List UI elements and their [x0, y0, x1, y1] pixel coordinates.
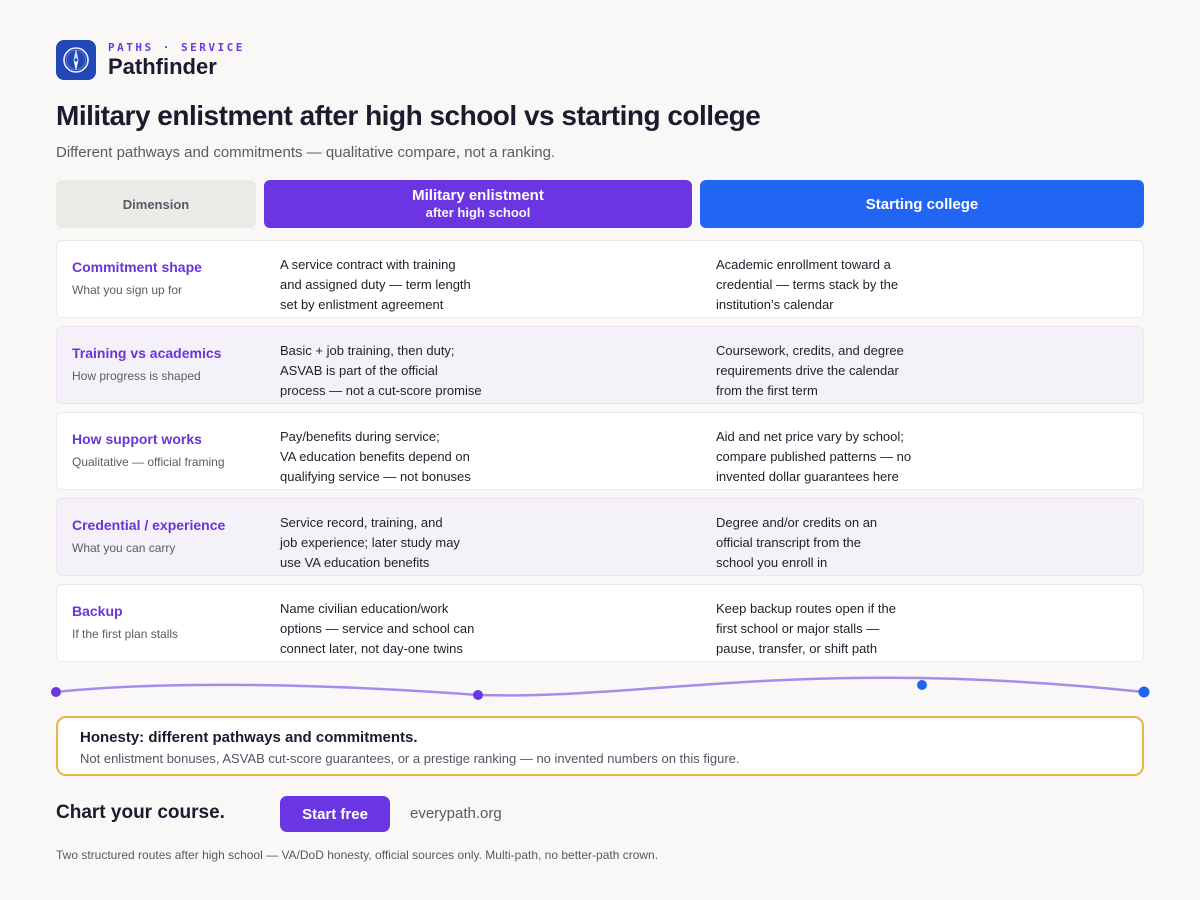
column-header-dimension-label: Dimension — [122, 196, 190, 212]
row-dimension-subtitle: Qualitative — official framing — [72, 455, 225, 469]
table-row-how-support-works: How support works Qualitative — official… — [56, 412, 1144, 490]
row-military-cell: Service record, training, and job experi… — [280, 515, 460, 570]
honesty-callout: Honesty: different pathways and commitme… — [56, 716, 1144, 776]
row-dimension-subtitle: What you can carry — [72, 541, 176, 555]
brand-name: Pathfinder — [108, 54, 217, 79]
table-row-credential-experience: Credential / experience What you can car… — [56, 498, 1144, 576]
row-dimension-subtitle: How progress is shaped — [72, 369, 201, 383]
row-military-cell: Pay/benefits during service; VA educatio… — [280, 429, 471, 484]
row-military-cell: A service contract with training and ass… — [280, 257, 471, 312]
row-college-cell: Aid and net price vary by school; compar… — [716, 429, 912, 484]
page-title: Military enlistment after high school vs… — [56, 100, 761, 131]
row-military-cell: Basic + job training, then duty; ASVAB i… — [280, 343, 482, 398]
row-dimension-title: How support works — [72, 431, 202, 447]
row-college-cell: Coursework, credits, and degree requirem… — [716, 343, 904, 398]
brand: PATHS · SERVICE Pathfinder — [56, 40, 245, 80]
row-dimension-title: Backup — [72, 603, 123, 619]
column-header-college-label: Starting college — [865, 195, 979, 213]
cta-headline: Chart your course. — [56, 802, 225, 823]
start-free-button[interactable]: Start free — [280, 796, 390, 832]
column-header-college: Starting college — [700, 180, 1144, 228]
row-dimension-subtitle: What you sign up for — [72, 283, 183, 297]
table-row-training-vs-academics: Training vs academics How progress is sh… — [56, 326, 1144, 404]
row-college-cell: Academic enrollment toward a credential … — [716, 257, 899, 312]
row-dimension-title: Commitment shape — [72, 259, 202, 275]
page-subtitle: Different pathways and commitments — qua… — [56, 144, 556, 161]
path-node-icon — [51, 687, 61, 697]
row-dimension-subtitle: If the first plan stalls — [72, 627, 179, 641]
column-header-military-sublabel: after high school — [425, 205, 531, 220]
everypath-link[interactable]: everypath.org — [410, 805, 502, 822]
row-college-cell: Degree and/or credits on an official tra… — [716, 515, 878, 570]
table-row-backup: Backup If the first plan stalls Name civ… — [56, 584, 1144, 662]
compass-icon — [56, 40, 96, 80]
brand-eyebrow: PATHS · SERVICE — [108, 41, 245, 54]
footer-note: Two structured routes after high school … — [56, 848, 659, 862]
row-dimension-title: Training vs academics — [72, 345, 222, 361]
honesty-title: Honesty: different pathways and commitme… — [80, 729, 418, 746]
row-military-cell: Name civilian education/work options — s… — [280, 601, 475, 656]
honesty-text: Not enlistment bonuses, ASVAB cut-score … — [80, 751, 740, 766]
table-row-commitment-shape: Commitment shape What you sign up for A … — [56, 240, 1144, 318]
path-node-icon — [473, 690, 483, 700]
column-header-dimension: Dimension — [56, 180, 256, 228]
column-header-military: Military enlistment after high school — [264, 180, 692, 228]
path-line-decoration — [51, 676, 1150, 700]
path-node-icon — [1138, 686, 1150, 698]
row-college-cell: Keep backup routes open if the first sch… — [716, 601, 896, 656]
path-node-icon — [917, 680, 927, 690]
column-header-military-label: Military enlistment — [412, 187, 544, 204]
row-dimension-title: Credential / experience — [72, 517, 226, 533]
